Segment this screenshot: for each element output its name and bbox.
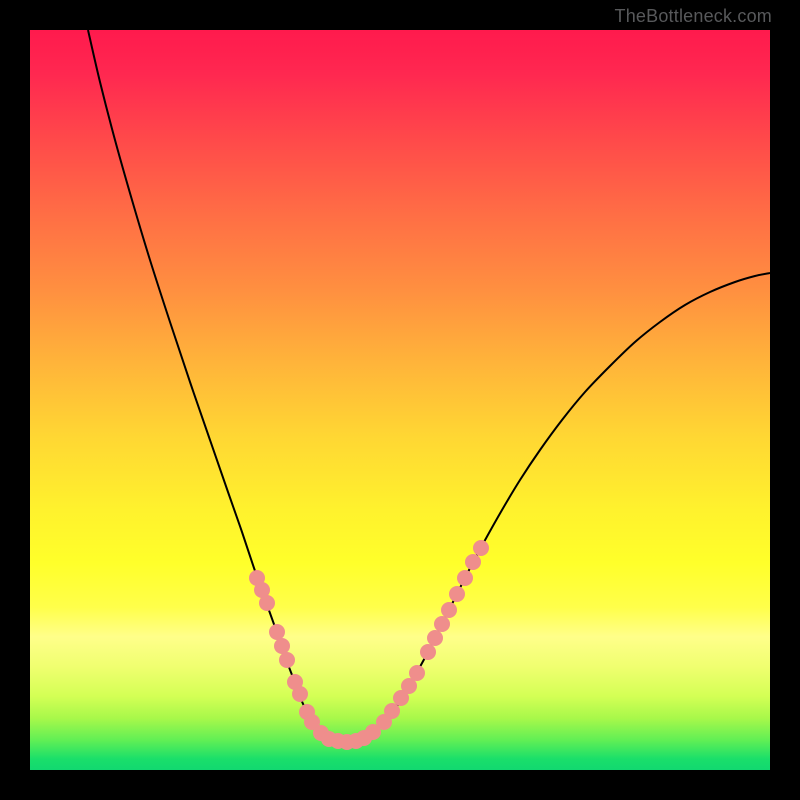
bottleneck-chart xyxy=(30,30,770,770)
data-point xyxy=(269,624,285,640)
data-point xyxy=(420,644,436,660)
data-point xyxy=(274,638,290,654)
data-point xyxy=(279,652,295,668)
data-point xyxy=(434,616,450,632)
data-point xyxy=(457,570,473,586)
data-point xyxy=(409,665,425,681)
outer-frame: TheBottleneck.com xyxy=(0,0,800,800)
data-point xyxy=(465,554,481,570)
data-point xyxy=(292,686,308,702)
data-point xyxy=(449,586,465,602)
data-point xyxy=(473,540,489,556)
plot-area xyxy=(30,30,770,770)
data-point xyxy=(441,602,457,618)
data-point xyxy=(384,703,400,719)
data-point xyxy=(427,630,443,646)
attribution-text: TheBottleneck.com xyxy=(615,6,772,27)
gradient-background xyxy=(30,30,770,770)
data-point xyxy=(259,595,275,611)
